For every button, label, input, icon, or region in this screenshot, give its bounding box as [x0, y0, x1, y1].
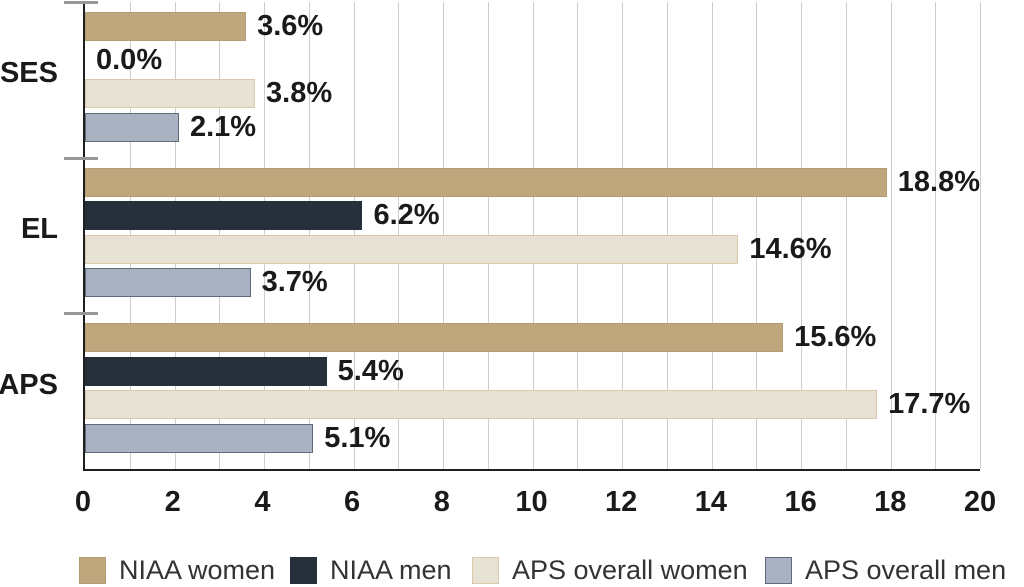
legend-item-aps-overall-women: APS overall women — [472, 555, 748, 586]
bar-niaa-men — [85, 356, 327, 386]
plot-area: 3.6% 0.0% 3.8% 2.1% 18.8% 6.2% 14.6% 3.7% 15.6% 5… — [64, 1, 981, 471]
category-label-aps: APS — [0, 369, 58, 402]
bar-row: 18.8% — [85, 165, 980, 198]
bar-row: 3.6% — [85, 12, 980, 41]
bar-aps-overall-men — [85, 112, 179, 142]
bar-group-aps: 15.6% 5.4% 17.7% 5.1% — [85, 313, 980, 469]
legend-item-niaa-women: NIAA women — [79, 555, 275, 586]
y-axis-category-labels: SES EL APS — [0, 2, 58, 471]
bar-aps-overall-women — [85, 390, 878, 420]
value-label: 6.2% — [373, 199, 440, 232]
legend-swatch-icon — [290, 557, 317, 584]
bar-row: 0.0% — [85, 43, 980, 76]
x-tick-label: 10 — [515, 486, 548, 518]
bar-row: 5.1% — [85, 421, 980, 454]
legend-item-aps-overall-men: APS overall men — [765, 555, 1006, 586]
value-label: 14.6% — [749, 232, 832, 265]
value-label: 15.6% — [794, 321, 877, 354]
x-axis-tick-labels: 0 2 4 6 8 10 12 14 16 18 20 — [75, 484, 996, 520]
bar-niaa-women — [85, 167, 887, 197]
bar-row: 14.6% — [85, 232, 980, 265]
x-tick-label: 18 — [874, 486, 907, 518]
x-tick-label: 16 — [784, 486, 817, 518]
bar-aps-overall-men — [85, 268, 251, 298]
value-label: 3.6% — [257, 10, 324, 42]
bar-row: 3.8% — [85, 79, 980, 108]
bar-groups: 3.6% 0.0% 3.8% 2.1% 18.8% 6.2% 14.6% 3.7% 15.6% 5… — [85, 2, 980, 469]
gridline — [801, 2, 802, 469]
value-label: 0.0% — [96, 43, 163, 76]
legend-label: APS overall women — [512, 555, 748, 585]
value-label: 5.4% — [337, 354, 404, 387]
x-tick-label: 6 — [344, 486, 361, 518]
bar-aps-overall-women — [85, 79, 256, 108]
y-axis-tick — [64, 156, 98, 160]
gridline — [890, 2, 892, 469]
value-label: 17.7% — [888, 388, 971, 421]
legend: NIAA women NIAA men APS overall women APS o… — [0, 555, 1024, 587]
bar-row: 6.2% — [85, 199, 980, 232]
value-label: 3.8% — [266, 77, 333, 109]
gridline — [980, 2, 981, 469]
legend-label: NIAA men — [330, 555, 452, 585]
category-label-el: EL — [20, 212, 58, 245]
value-label: 5.1% — [324, 421, 391, 454]
legend-label: APS overall men — [805, 555, 1007, 585]
gridline — [756, 2, 758, 469]
bar-group-ses: 3.6% 0.0% 3.8% 2.1% — [85, 2, 980, 158]
bar-row: 3.7% — [85, 266, 980, 299]
bar-row: 17.7% — [85, 388, 980, 421]
category-label-ses: SES — [0, 56, 58, 89]
legend-swatch-icon — [765, 557, 792, 584]
legend-item-niaa-men: NIAA men — [290, 555, 452, 586]
bar-group-el: 18.8% 6.2% 14.6% 3.7% — [85, 158, 980, 314]
gridline — [845, 2, 847, 469]
bar-niaa-women — [85, 12, 247, 41]
value-label: 3.7% — [261, 266, 328, 299]
y-axis-tick — [64, 312, 98, 316]
x-tick-label: 8 — [433, 486, 450, 518]
y-axis-tick — [64, 1, 98, 4]
value-label: 18.8% — [897, 165, 980, 198]
x-tick-label: 2 — [164, 486, 181, 518]
x-tick-label: 0 — [74, 486, 92, 518]
bar-aps-overall-women — [85, 234, 739, 264]
bar-row: 2.1% — [85, 110, 980, 143]
x-tick-label: 12 — [605, 486, 638, 518]
bar-row: 15.6% — [85, 321, 980, 354]
legend-label: NIAA women — [119, 555, 276, 585]
value-label: 2.1% — [189, 110, 257, 143]
legend-swatch-icon — [79, 557, 106, 584]
x-tick-label: 4 — [254, 486, 271, 518]
x-tick-label: 14 — [694, 486, 728, 518]
bar-row: 5.4% — [85, 354, 980, 387]
bar-niaa-men — [85, 201, 363, 231]
legend-swatch-icon — [472, 557, 499, 584]
gridline — [935, 2, 937, 469]
x-tick-label: 20 — [963, 486, 997, 518]
bar-niaa-women — [85, 323, 784, 353]
bar-aps-overall-men — [85, 423, 314, 453]
